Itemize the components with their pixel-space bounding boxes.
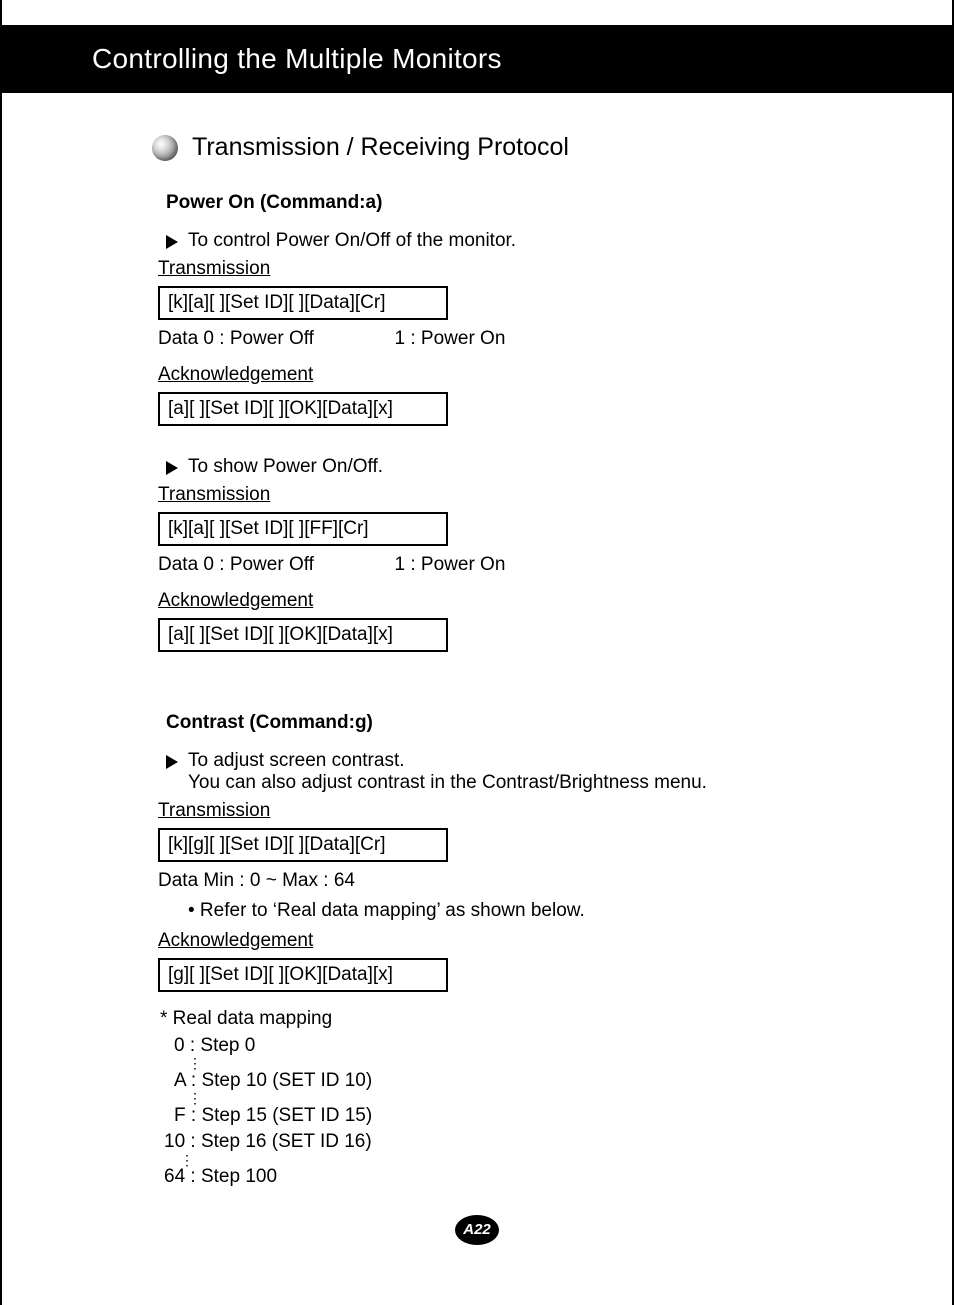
power-data-off: Data 0 : Power Off	[158, 328, 314, 349]
contrast-title: Contrast (Command:g)	[166, 712, 892, 734]
contrast-trans-code: [k][g][ ][Set ID][ ][Data][Cr]	[158, 828, 448, 862]
mapping-f: F : Step 15 (SET ID 15)	[174, 1103, 892, 1130]
page-footer: A22	[2, 1215, 952, 1245]
power-data-on: 1 : Power On	[395, 328, 506, 349]
sphere-bullet-icon	[152, 135, 178, 161]
mapping-a: A : Step 10 (SET ID 10)	[174, 1068, 892, 1095]
power-ack1-code: [a][ ][Set ID][ ][OK][Data][x]	[158, 392, 448, 426]
contrast-data-note: • Refer to ‘Real data mapping’ as shown …	[188, 900, 892, 922]
triangle-bullet-icon	[166, 461, 178, 475]
power-desc1: To control Power On/Off of the monitor.	[188, 230, 516, 252]
power-trans2-code: [k][a][ ][Set ID][ ][FF][Cr]	[158, 512, 448, 546]
dots-icon: ⋮	[180, 1156, 892, 1164]
page: Controlling the Multiple Monitors Transm…	[0, 0, 954, 1305]
triangle-bullet-icon	[166, 235, 178, 249]
mapping-10: 10 : Step 16 (SET ID 16)	[164, 1129, 892, 1156]
page-header: Controlling the Multiple Monitors	[2, 25, 952, 93]
contrast-desc1: To adjust screen contrast.	[188, 750, 707, 772]
mapping-64: 64 : Step 100	[164, 1164, 892, 1191]
power-data-row: Data 0 : Power Off 1 : Power On	[158, 328, 892, 350]
power-trans1-code: [k][a][ ][Set ID][ ][Data][Cr]	[158, 286, 448, 320]
real-data-mapping: * Real data mapping 0 : Step 0 ⋮ A : Ste…	[160, 1006, 892, 1191]
power-desc2: To show Power On/Off.	[188, 456, 383, 478]
power-ack2-code: [a][ ][Set ID][ ][OK][Data][x]	[158, 618, 448, 652]
power-title: Power On (Command:a)	[166, 192, 892, 214]
page-number-badge: A22	[455, 1215, 499, 1245]
power-block: Power On (Command:a) To control Power On…	[152, 192, 892, 652]
contrast-data-line: Data Min : 0 ~ Max : 64	[158, 870, 892, 892]
dots-icon: ⋮	[188, 1094, 892, 1102]
contrast-ack-label: Acknowledgement	[158, 930, 892, 952]
dots-icon: ⋮	[188, 1059, 892, 1067]
header-title: Controlling the Multiple Monitors	[92, 43, 502, 74]
power-desc-row: To control Power On/Off of the monitor.	[166, 230, 892, 252]
contrast-desc1b: You can also adjust contrast in the Cont…	[188, 772, 707, 794]
transmission-label: Transmission	[158, 258, 892, 280]
top-gap	[2, 0, 952, 25]
power-data-off-2: Data 0 : Power Off	[158, 554, 314, 575]
contrast-block: Contrast (Command:g) To adjust screen co…	[152, 712, 892, 1191]
contrast-desc-col: To adjust screen contrast. You can also …	[188, 750, 707, 794]
power-data-on-2: 1 : Power On	[395, 554, 506, 575]
contrast-trans-label: Transmission	[158, 800, 892, 822]
ack-label-2: Acknowledgement	[158, 590, 892, 612]
power-desc2-row: To show Power On/Off.	[166, 456, 892, 478]
contrast-desc-row: To adjust screen contrast. You can also …	[166, 750, 892, 794]
transmission-label-2: Transmission	[158, 484, 892, 506]
section-heading: Transmission / Receiving Protocol	[152, 133, 892, 162]
contrast-ack-code: [g][ ][Set ID][ ][OK][Data][x]	[158, 958, 448, 992]
mapping-title: * Real data mapping	[160, 1006, 892, 1033]
mapping-0: 0 : Step 0	[174, 1033, 892, 1060]
triangle-bullet-icon	[166, 755, 178, 769]
content-area: Transmission / Receiving Protocol Power …	[2, 93, 952, 1191]
power-data-row-2: Data 0 : Power Off 1 : Power On	[158, 554, 892, 576]
section-title: Transmission / Receiving Protocol	[192, 133, 569, 162]
ack-label: Acknowledgement	[158, 364, 892, 386]
